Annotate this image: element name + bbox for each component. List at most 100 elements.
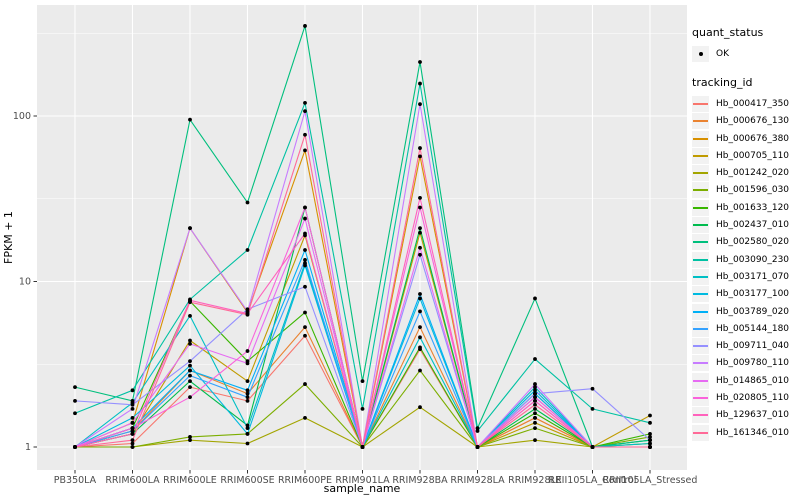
legend-item-label: Hb_000705_110: [716, 150, 790, 161]
series-color-line-icon: [693, 258, 708, 261]
legend-item: Hb_003789_020: [692, 303, 789, 320]
legend-key-swatch: [692, 113, 709, 130]
series-color-line-icon: [693, 206, 708, 209]
legend-item-label: Hb_161346_010: [716, 427, 790, 438]
data-point: [418, 292, 422, 296]
series-color-line-icon: [693, 362, 708, 365]
x-axis-tick-label: RRIM600SE: [220, 475, 274, 486]
data-point: [648, 435, 652, 439]
data-point: [418, 226, 422, 231]
data-point: [590, 445, 595, 449]
series-color-line-icon: [693, 345, 708, 348]
point-symbol-swatch: [692, 45, 709, 62]
data-point: [475, 429, 480, 433]
legend-key-swatch: [692, 338, 709, 355]
x-axis-tick-label: RRII105LA_Control: [548, 475, 636, 486]
series-color-line-icon: [693, 189, 708, 192]
data-point: [418, 102, 422, 107]
legend-item-label: Hb_000676_380: [716, 133, 790, 144]
legend-item-label: Hb_009780_110: [716, 358, 790, 369]
data-point: [73, 385, 77, 390]
data-point: [533, 406, 537, 411]
series-color-line-icon: [693, 172, 708, 175]
legend-item-label: Hb_005144_180: [716, 323, 790, 334]
x-axis-tick-label: RRIM928LA: [450, 475, 505, 486]
legend-item-ok: OK: [692, 45, 789, 62]
data-point: [533, 382, 537, 386]
legend-key-swatch: [692, 389, 709, 406]
data-point: [533, 402, 537, 407]
series-color-line-icon: [693, 241, 708, 244]
data-point: [245, 312, 250, 317]
x-axis-tick-label: RRIM901LA: [335, 475, 390, 486]
data-point: [130, 388, 135, 393]
data-point: [533, 391, 537, 396]
series-color-line-icon: [693, 431, 708, 434]
legend-item-label: Hb_003177_100: [716, 289, 790, 300]
data-point: [590, 406, 595, 411]
data-point: [188, 435, 192, 439]
legend-key-swatch: [692, 199, 709, 216]
data-point: [245, 441, 250, 446]
data-point: [418, 405, 422, 410]
data-point: [188, 117, 192, 122]
data-point: [303, 415, 307, 420]
x-axis-tick-label: RRIM928LE: [508, 475, 562, 486]
data-point: [245, 391, 250, 396]
data-point: [648, 438, 652, 443]
data-point: [648, 413, 652, 418]
legend-key-swatch: [692, 407, 709, 424]
data-point: [475, 445, 480, 449]
data-point: [303, 310, 307, 315]
data-point: [188, 368, 192, 373]
data-point: [130, 420, 135, 425]
legend-item: Hb_001633_120: [692, 199, 789, 216]
data-point: [245, 426, 250, 431]
legend-item: Hb_000676_130: [692, 113, 789, 130]
legend-item: Hb_005144_180: [692, 320, 789, 337]
series-color-line-icon: [693, 120, 708, 123]
x-axis-tick-label: RRII105LA_Stressed: [603, 475, 698, 486]
legend-item-label: Hb_020805_110: [716, 392, 790, 403]
legend-key-swatch: [692, 268, 709, 285]
black-point-icon: [698, 51, 703, 56]
data-point: [188, 359, 192, 364]
legend-item-label: Hb_000676_130: [716, 116, 790, 127]
data-point: [360, 445, 365, 449]
legend-item-label: Hb_014865_010: [716, 375, 790, 386]
series-color-line-icon: [693, 379, 708, 382]
y-axis-title: FPKM + 1: [2, 211, 15, 264]
legend-title-quant-status: quant_status: [692, 26, 764, 39]
legend-item-label: Hb_003789_020: [716, 306, 790, 317]
data-point: [418, 81, 422, 86]
data-point: [245, 395, 250, 400]
y-axis-tick-label: 1: [25, 442, 31, 453]
data-point: [418, 335, 422, 340]
legend-key-swatch: [692, 182, 709, 199]
data-point: [303, 258, 307, 262]
legend-item: Hb_000676_380: [692, 130, 789, 147]
data-point: [73, 398, 77, 403]
series-color-line-icon: [693, 310, 708, 313]
data-point: [360, 406, 365, 411]
legend-item-label: OK: [716, 48, 729, 59]
data-point: [418, 296, 422, 301]
data-point: [418, 325, 422, 330]
data-point: [188, 438, 192, 443]
series-color-line-icon: [693, 224, 708, 227]
legend-key-swatch: [692, 234, 709, 251]
data-point: [418, 146, 422, 150]
data-point: [418, 205, 422, 210]
data-point: [303, 24, 307, 28]
data-point: [533, 411, 537, 416]
legend-item: Hb_003171_070: [692, 268, 789, 285]
data-point: [188, 338, 192, 343]
legend-key-swatch: [692, 320, 709, 337]
data-point: [130, 415, 135, 420]
legend-key-swatch: [692, 372, 709, 389]
x-axis-title: sample_name: [324, 482, 401, 495]
legend-key-swatch: [692, 165, 709, 182]
legend-item-label: Hb_129637_010: [716, 410, 790, 421]
legend-key-swatch: [692, 251, 709, 268]
data-point: [303, 109, 307, 114]
